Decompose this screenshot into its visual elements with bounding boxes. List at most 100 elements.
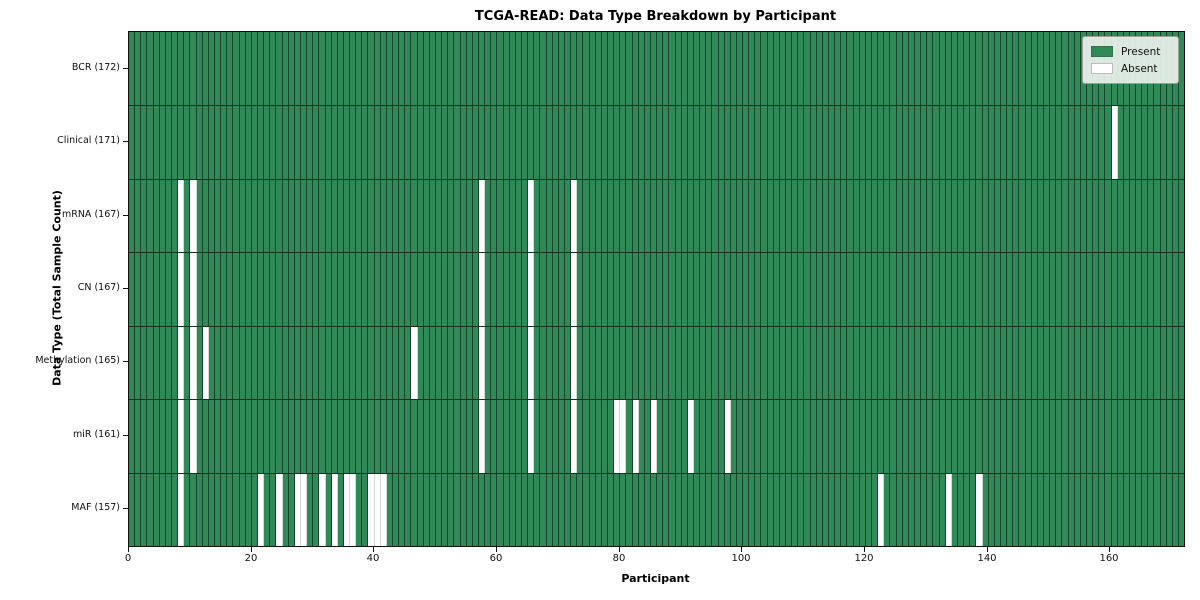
present-cell: [1105, 253, 1112, 326]
present-cell: [951, 32, 958, 106]
present-cell: [810, 473, 817, 546]
present-cell: [675, 473, 682, 546]
present-cell: [657, 473, 664, 546]
present-cell: [915, 253, 922, 326]
present-cell: [798, 253, 805, 326]
present-cell: [350, 253, 357, 326]
present-cell: [153, 326, 160, 400]
present-cell: [810, 253, 817, 326]
present-cell: [872, 326, 879, 400]
present-cell: [577, 473, 584, 546]
present-cell: [915, 400, 922, 473]
present-cell: [436, 473, 443, 546]
present-cell: [964, 326, 971, 400]
present-cell: [908, 400, 915, 473]
present-cell: [1013, 326, 1020, 400]
present-cell: [1154, 179, 1161, 253]
present-cell: [399, 179, 406, 253]
present-cell: [1093, 326, 1100, 400]
present-cell: [1007, 400, 1014, 473]
present-cell: [773, 32, 780, 106]
present-cell: [693, 400, 701, 473]
present-cell: [601, 106, 608, 179]
present-cell: [503, 326, 510, 400]
present-cell: [1068, 473, 1075, 546]
present-cell: [841, 32, 848, 106]
present-cell: [460, 400, 467, 473]
present-cell: [454, 400, 461, 473]
present-cell: [1062, 326, 1069, 400]
present-cell: [700, 32, 707, 106]
present-cell: [454, 253, 461, 326]
present-cell: [466, 32, 473, 106]
present-cell: [147, 32, 154, 106]
present-cell: [436, 400, 443, 473]
present-cell: [693, 32, 701, 106]
present-cell: [356, 253, 363, 326]
present-cell: [356, 106, 363, 179]
present-cell: [1074, 32, 1081, 106]
present-cell: [1154, 400, 1161, 473]
present-cell: [945, 179, 952, 253]
present-cell: [497, 400, 504, 473]
present-cell: [184, 253, 191, 326]
present-cell: [767, 253, 774, 326]
present-cell: [239, 473, 246, 546]
present-cell: [466, 179, 473, 253]
present-cell: [755, 106, 762, 179]
present-cell: [503, 253, 510, 326]
present-cell: [319, 326, 326, 400]
present-cell: [171, 253, 179, 326]
present-cell: [129, 32, 136, 106]
present-cell: [964, 32, 971, 106]
present-cell: [485, 400, 492, 473]
present-cell: [583, 179, 590, 253]
present-cell: [687, 253, 694, 326]
present-cell: [522, 400, 529, 473]
present-cell: [1062, 473, 1069, 546]
absent-cell: [411, 326, 418, 400]
present-cell: [921, 253, 928, 326]
present-cell: [872, 253, 879, 326]
present-cell: [945, 253, 952, 326]
present-cell: [534, 326, 541, 400]
present-cell: [767, 326, 774, 400]
present-cell: [700, 473, 707, 546]
present-cell: [202, 106, 209, 179]
present-cell: [1043, 32, 1051, 106]
present-cell: [632, 179, 639, 253]
present-cell: [1148, 400, 1155, 473]
present-cell: [270, 473, 277, 546]
present-cell: [669, 32, 676, 106]
present-cell: [147, 326, 154, 400]
present-cell: [1025, 400, 1032, 473]
present-cell: [595, 179, 602, 253]
present-cell: [509, 326, 516, 400]
present-cell: [325, 326, 332, 400]
present-cell: [380, 32, 387, 106]
present-cell: [982, 106, 989, 179]
present-cell: [423, 473, 430, 546]
present-cell: [466, 326, 473, 400]
present-cell: [264, 326, 271, 400]
present-cell: [1111, 326, 1118, 400]
absent-cell: [178, 400, 185, 473]
present-cell: [331, 32, 338, 106]
present-cell: [822, 179, 830, 253]
present-cell: [970, 326, 977, 400]
x-tick-label: 140: [977, 553, 997, 564]
present-cell: [343, 179, 351, 253]
present-cell: [681, 473, 688, 546]
present-cell: [239, 179, 246, 253]
present-cell: [939, 32, 946, 106]
present-cell: [663, 400, 670, 473]
present-cell: [810, 179, 817, 253]
present-cell: [933, 326, 940, 400]
present-cell: [227, 473, 234, 546]
present-cell: [343, 253, 351, 326]
present-cell: [970, 400, 977, 473]
present-cell: [399, 400, 406, 473]
present-cell: [540, 106, 547, 179]
present-cell: [135, 106, 142, 179]
present-cell: [515, 106, 522, 179]
